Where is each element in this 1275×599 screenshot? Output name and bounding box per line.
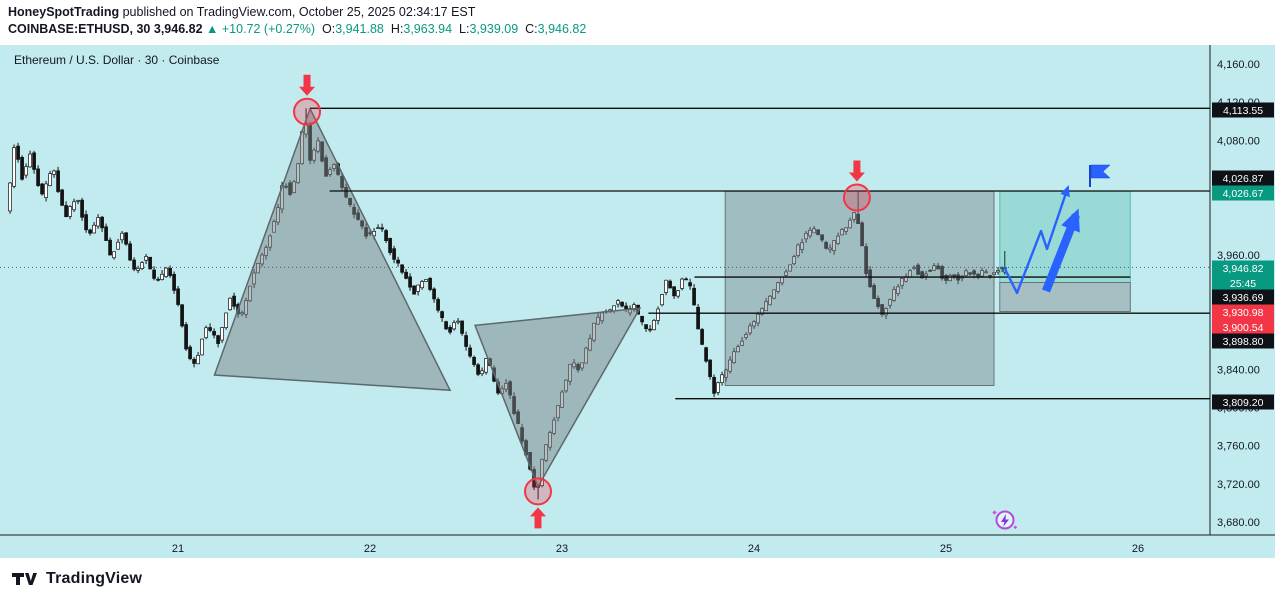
signal-circle[interactable] xyxy=(524,477,552,506)
price-axis-tick: 3,680.00 xyxy=(1217,517,1260,529)
price-axis-tick: 4,160.00 xyxy=(1217,59,1260,71)
up-arrow-icon xyxy=(530,507,546,529)
footer: TradingView xyxy=(0,558,1275,599)
svg-text:3,809.20: 3,809.20 xyxy=(1223,397,1264,409)
svg-text:4,026.87: 4,026.87 xyxy=(1223,173,1264,185)
svg-text:4,026.67: 4,026.67 xyxy=(1223,188,1264,200)
svg-text:3,936.69: 3,936.69 xyxy=(1223,292,1264,304)
svg-text:3,900.54: 3,900.54 xyxy=(1223,322,1264,334)
svg-text:4,113.55: 4,113.55 xyxy=(1223,105,1263,117)
open-value: 3,941.88 xyxy=(335,22,384,36)
time-axis-label: 21 xyxy=(172,543,184,555)
price-axis-badge: 25:45 xyxy=(1212,275,1274,291)
signal-circle[interactable] xyxy=(293,97,322,126)
triangle-pattern-1[interactable] xyxy=(213,106,452,392)
price-axis-badge: 3,946.82 xyxy=(1212,260,1274,276)
svg-text:3,930.98: 3,930.98 xyxy=(1223,307,1264,319)
zigzag-projection-arrow[interactable] xyxy=(1002,185,1070,295)
signal-circle[interactable] xyxy=(842,183,871,212)
price-axis-tick: 3,760.00 xyxy=(1217,441,1260,453)
price-change: ▲ +10.72 (+0.27%) xyxy=(206,22,315,36)
price-axis-badge: 3,900.54 xyxy=(1212,319,1274,335)
chart-area[interactable]: 4,160.004,120.004,080.003,960.003,840.00… xyxy=(0,45,1275,558)
price-axis-badge: 3,809.20 xyxy=(1212,394,1274,410)
chart-title: Ethereum / U.S. Dollar · 30 · Coinbase xyxy=(14,53,220,67)
publication-header: HoneySpotTrading published on TradingVie… xyxy=(0,0,1275,45)
triangle-pattern-2[interactable] xyxy=(473,307,642,489)
author-name[interactable]: HoneySpotTrading xyxy=(8,5,120,19)
price-axis-tick: 3,840.00 xyxy=(1217,364,1260,376)
tradingview-brand[interactable]: TradingView xyxy=(46,569,143,587)
close-label: C: xyxy=(525,22,538,36)
sell-signal-marker[interactable] xyxy=(842,160,871,212)
long-position-risk-zone[interactable] xyxy=(999,281,1131,313)
published-note: published on TradingView.com, October 25… xyxy=(119,5,476,19)
svg-text:3,898.80: 3,898.80 xyxy=(1223,336,1264,348)
price-axis-tick: 4,080.00 xyxy=(1217,135,1260,147)
time-axis-label: 24 xyxy=(748,543,760,555)
time-axis-label: 25 xyxy=(940,543,952,555)
high-label: H: xyxy=(390,22,404,36)
time-axis-label: 26 xyxy=(1132,543,1144,555)
time-axis-label: 23 xyxy=(556,543,568,555)
price-axis-badge: 3,930.98 xyxy=(1212,304,1274,320)
open-label: O: xyxy=(322,22,336,36)
tradingview-logo[interactable] xyxy=(12,569,39,589)
price-axis-tick: 3,720.00 xyxy=(1217,479,1260,491)
time-axis-label: 22 xyxy=(364,543,376,555)
price-chart[interactable]: 4,160.004,120.004,080.003,960.003,840.00… xyxy=(0,45,1275,558)
consolidation-zone-box[interactable] xyxy=(724,190,995,386)
sparkle-icon[interactable] xyxy=(992,510,1018,530)
price-axis-badge: 4,026.67 xyxy=(1212,185,1274,201)
down-arrow-icon xyxy=(299,74,316,96)
low-label: L: xyxy=(459,22,470,36)
down-arrow-icon xyxy=(848,160,865,182)
thick-projection-arrow[interactable] xyxy=(1042,208,1080,293)
price-axis-tick: 3,960.00 xyxy=(1217,250,1260,262)
last-price: 3,946.82 xyxy=(153,22,203,36)
chart-background xyxy=(0,45,1275,558)
price-axis-badge: 3,898.80 xyxy=(1212,333,1274,349)
low-value: 3,939.09 xyxy=(469,22,519,36)
target-flag-icon[interactable] xyxy=(1089,164,1111,187)
svg-text:3,946.82: 3,946.82 xyxy=(1223,263,1264,275)
symbol-title[interactable]: COINBASE:ETHUSD, 30 xyxy=(8,22,151,36)
symbol-ohlc-line: COINBASE:ETHUSD, 30 3,946.82 ▲ +10.72 (+… xyxy=(8,22,586,36)
publication-line: HoneySpotTrading published on TradingVie… xyxy=(8,5,475,19)
sell-signal-marker[interactable] xyxy=(293,74,322,126)
svg-text:25:45: 25:45 xyxy=(1230,278,1256,290)
price-axis-badge: 3,936.69 xyxy=(1212,289,1274,305)
price-axis-badge: 4,113.55 xyxy=(1212,102,1274,118)
high-value: 3,963.94 xyxy=(403,22,453,36)
close-value: 3,946.82 xyxy=(537,22,587,36)
price-axis-badge: 4,026.87 xyxy=(1212,170,1274,186)
buy-signal-marker[interactable] xyxy=(524,477,552,529)
